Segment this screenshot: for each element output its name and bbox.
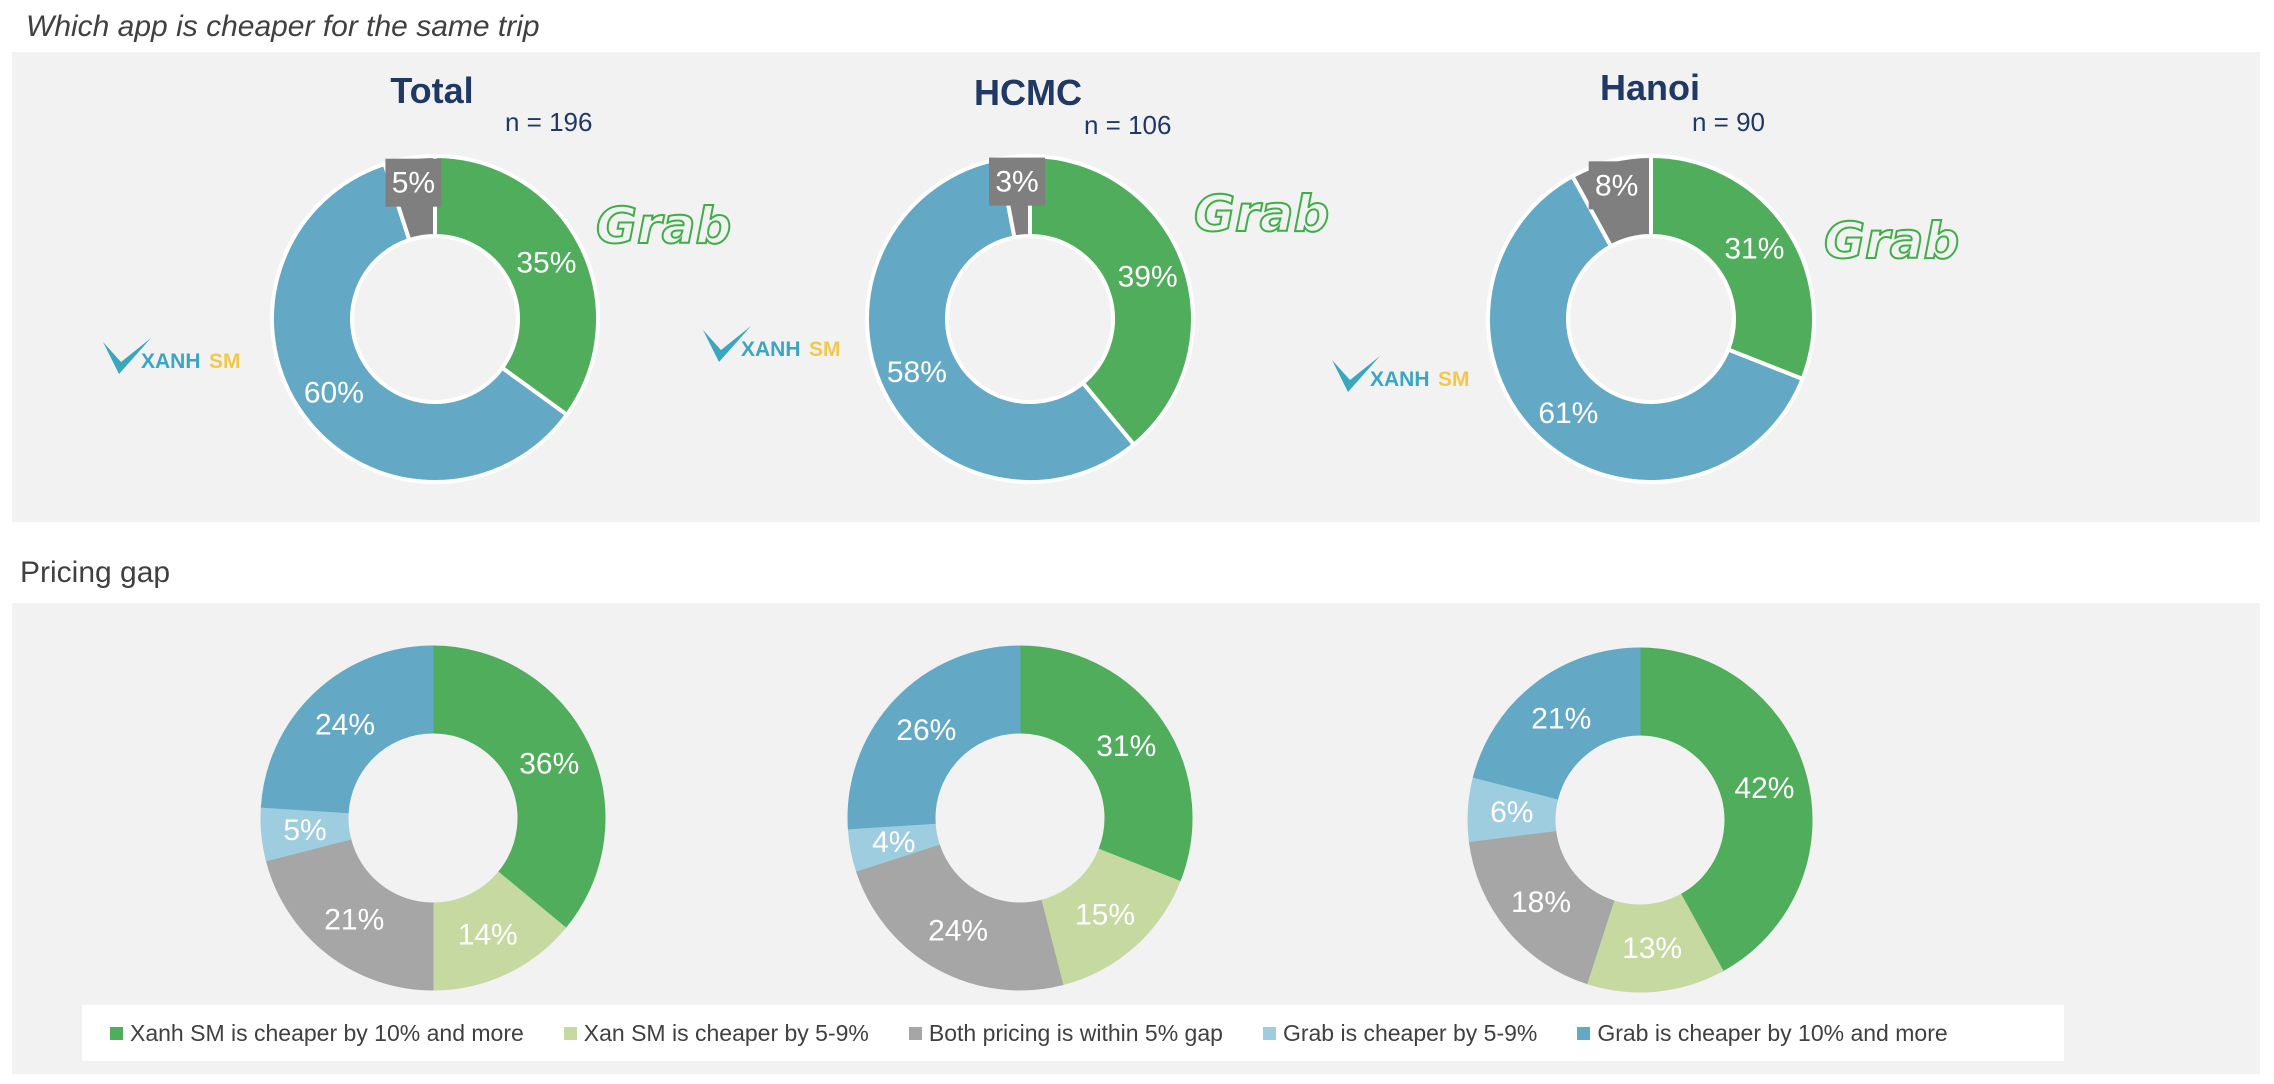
slice-label: 24% bbox=[315, 708, 375, 741]
xanh-sm-logo-mark bbox=[703, 326, 751, 362]
donut-slice-both-pricing-is-within-5-gap bbox=[265, 838, 434, 991]
slice-label: 18% bbox=[1511, 886, 1571, 919]
legend-label: Xanh SM is cheaper by 10% and more bbox=[130, 1019, 524, 1046]
donut-slice-xanh-sm-is-cheaper-by-10-and-more bbox=[432, 645, 606, 929]
grab-logo: Grab bbox=[1824, 212, 1959, 270]
legend-label: Grab is cheaper by 5-9% bbox=[1282, 1019, 1538, 1046]
donut-slice-grab bbox=[433, 153, 600, 418]
slice-label: 21% bbox=[1531, 702, 1591, 735]
slice-label: 5% bbox=[283, 814, 326, 847]
sample-size-label: n = 106 bbox=[1084, 110, 1171, 140]
xanh-sm-logo-mark bbox=[103, 338, 151, 374]
xanh-sm-logo-mark bbox=[1332, 356, 1380, 392]
slice-label-box bbox=[385, 158, 442, 207]
legend-label: Xan SM is cheaper by 5-9% bbox=[583, 1019, 869, 1046]
donut-slice-grab bbox=[1649, 153, 1816, 382]
slice-label: 13% bbox=[1622, 932, 1682, 965]
sample-size-label: n = 196 bbox=[505, 107, 592, 137]
donut-slice-xanh-sm-is-cheaper-by-10-and-more bbox=[1019, 645, 1193, 882]
donut-slice-grab bbox=[1028, 153, 1195, 448]
donut-slice-both-pricing-is-within-5-gap bbox=[855, 843, 1064, 991]
slice-label: 36% bbox=[519, 747, 579, 780]
slice-label: 15% bbox=[1075, 898, 1135, 931]
slice-label: 14% bbox=[458, 918, 518, 951]
legend-swatch bbox=[1577, 1026, 1591, 1040]
slice-label: 24% bbox=[928, 915, 988, 948]
donut-slice-xanh-sm bbox=[1486, 173, 1806, 484]
donut-slice-grab-is-cheaper-by-10-and-more bbox=[260, 645, 434, 814]
chart-title: Total bbox=[390, 70, 473, 111]
donut-slice-grab-is-cheaper-by-10-and-more bbox=[847, 645, 1021, 830]
slice-label: 60% bbox=[304, 376, 364, 409]
slice-label: 8% bbox=[1595, 169, 1638, 202]
pricing-gap-legend: Xanh SM is cheaper by 10% and more Xan S… bbox=[82, 1005, 2064, 1061]
legend-swatch bbox=[908, 1026, 922, 1040]
chart-title: Hanoi bbox=[1600, 67, 1700, 108]
slice-label: 35% bbox=[516, 246, 576, 279]
slice-label: 31% bbox=[1724, 233, 1784, 266]
slice-label-box bbox=[989, 157, 1046, 206]
donut-slice-xanh-sm bbox=[865, 156, 1137, 484]
xanh-sm-logo: XANH bbox=[741, 338, 801, 361]
xanh-sm-logo: XANH bbox=[1370, 368, 1430, 391]
slice-label: 21% bbox=[324, 904, 384, 937]
donut-slice-grab-is-cheaper-by-10-and-more bbox=[1472, 647, 1641, 800]
legend-item-xanh-5-9: Xan SM is cheaper by 5-9% bbox=[563, 1019, 869, 1047]
grab-logo: Grab bbox=[1194, 185, 1329, 243]
donut-slice-both-pricing-is-within-5-gap bbox=[1468, 830, 1615, 985]
slice-label: 26% bbox=[896, 714, 956, 747]
slice-label: 39% bbox=[1118, 261, 1178, 294]
donut-slice-xanh-sm bbox=[270, 161, 570, 484]
grab-logo: Grab bbox=[596, 197, 731, 255]
section-title-cheaper-app: Which app is cheaper for the same trip bbox=[26, 10, 540, 43]
legend-item-both-within-5: Both pricing is within 5% gap bbox=[908, 1019, 1223, 1047]
xanh-sm-logo-sm: SM bbox=[209, 350, 241, 373]
chart-title: HCMC bbox=[974, 72, 1082, 113]
slice-label: 31% bbox=[1096, 730, 1156, 763]
legend-label: Grab is cheaper by 10% and more bbox=[1597, 1019, 1948, 1046]
legend-label: Both pricing is within 5% gap bbox=[928, 1019, 1223, 1046]
xanh-sm-logo: XANH bbox=[141, 350, 201, 373]
sample-size-label: n = 90 bbox=[1692, 107, 1765, 137]
slice-label: 5% bbox=[392, 167, 435, 200]
slice-label: 3% bbox=[995, 166, 1038, 199]
legend-swatch bbox=[110, 1026, 123, 1040]
donut-slice-xanh-sm-is-cheaper-by-10-and-more bbox=[1639, 647, 1813, 972]
section-title-pricing-gap: Pricing gap bbox=[20, 556, 171, 589]
slice-label: 4% bbox=[872, 826, 915, 859]
xanh-sm-logo-sm: SM bbox=[1438, 368, 1470, 391]
slice-label: 6% bbox=[1490, 796, 1533, 829]
legend-swatch bbox=[563, 1026, 577, 1040]
legend-item-xanh-10: Xanh SM is cheaper by 10% and more bbox=[110, 1020, 524, 1047]
slice-label: 42% bbox=[1734, 772, 1794, 805]
legend-item-grab-10: Grab is cheaper by 10% and more bbox=[1577, 1019, 1948, 1047]
slice-label-box bbox=[1588, 161, 1645, 210]
legend-item-grab-5-9: Grab is cheaper by 5-9% bbox=[1262, 1019, 1538, 1047]
xanh-sm-logo-sm: SM bbox=[809, 338, 841, 361]
slice-label: 58% bbox=[887, 356, 947, 389]
legend-swatch bbox=[1262, 1026, 1276, 1040]
slice-label: 61% bbox=[1538, 397, 1598, 430]
